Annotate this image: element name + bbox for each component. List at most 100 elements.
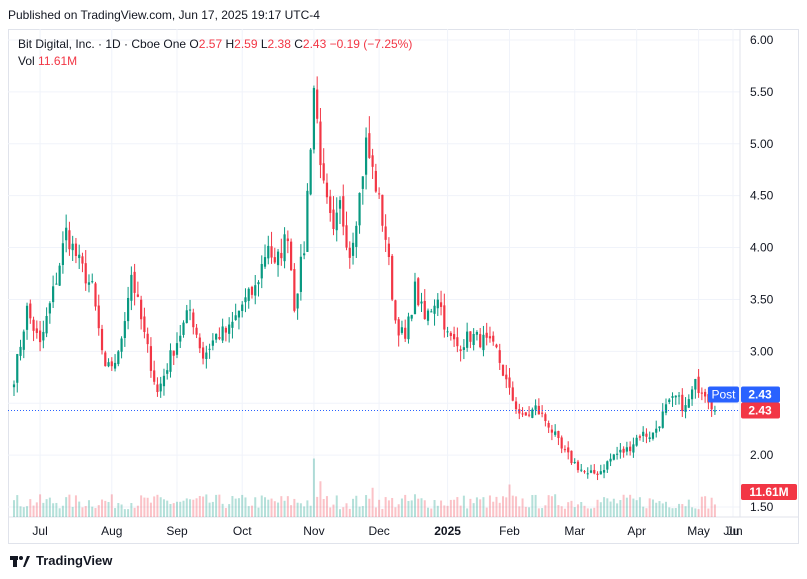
candle-body [475,331,479,335]
price-chart[interactable]: 6.005.505.004.504.003.503.002.502.001.50… [8,29,799,544]
volume-bar [583,505,586,517]
candle-body [469,331,472,342]
volume-bar [427,507,430,517]
symbol-name[interactable]: Bit Digital, Inc. · 1D · Cboe One [18,37,187,51]
candle-body [616,453,619,455]
candle-body [622,448,625,453]
volume-bar [456,497,459,517]
volume-bar [632,498,635,517]
candle-body [228,324,231,334]
candle-body [234,315,237,320]
candle-body [606,461,609,470]
volume-bar [179,501,182,517]
candle-body [84,263,87,284]
volume-bar [267,499,270,517]
candle-body [250,286,254,295]
volume-bar [244,497,247,517]
candle-body [153,370,156,382]
volume-bar [277,502,280,517]
candle-body [629,446,632,452]
candle-body [322,163,325,181]
candle-body [446,331,449,333]
candle-body [211,340,214,346]
volume-bar [394,507,397,517]
low-value: 2.38 [267,37,291,51]
volume-bar [462,495,465,517]
candle-body [273,257,276,263]
volume-tag-label: 11.61M [749,485,788,499]
candle-body [159,383,162,392]
candle-body [645,433,648,437]
volume-bar [52,503,55,517]
candle-body [583,471,586,473]
candle-body [404,327,407,339]
volume-bar [378,499,381,517]
candle-body [567,447,570,453]
candle-body [338,200,342,209]
candle-body [100,328,104,351]
candle-body [257,282,260,285]
candle-body [74,243,78,256]
volume-bar [332,504,335,517]
candle-body [38,330,42,343]
volume-bar [146,497,149,517]
x-tick-label: Jun [723,524,742,538]
tradingview-footer[interactable]: TradingView [10,553,112,568]
volume-bar [87,500,90,517]
volume-bar [563,508,566,517]
volume-bar [303,506,306,517]
volume-bar [635,500,638,517]
volume-bar [91,506,94,517]
volume-bar [133,507,136,517]
volume-bar [45,499,48,517]
volume-bar [286,496,289,517]
candle-body [661,411,664,428]
volume-bar [241,494,244,517]
candle-body [120,338,123,352]
tradingview-logo-icon [10,555,30,567]
candle-body [348,247,351,258]
volume-bar [296,502,299,517]
candle-body [456,337,459,347]
candle-body [156,384,159,393]
y-tick-label: 3.50 [750,292,774,306]
candle-body [45,315,48,334]
volume-bar [629,494,632,517]
candle-body [12,384,16,388]
candle-body [25,305,29,330]
candle-body [91,281,94,283]
chart-frame [8,29,799,544]
volume-bar [655,502,658,517]
volume-bar [710,497,713,517]
candle-body [136,294,139,297]
volume-bar [39,494,42,517]
volume-bar [704,496,707,517]
volume-bar [430,508,433,517]
candle-body [182,322,185,335]
volume-bar [616,503,619,517]
volume-bar [590,508,593,517]
candle-body [198,337,201,349]
candle-body [459,349,462,352]
candle-body [635,437,638,446]
volume-bar [521,498,524,517]
candle-body [127,297,130,322]
candle-body [391,255,394,300]
volume-bar [541,508,544,517]
volume-bar [176,501,178,517]
volume-bar [606,498,609,517]
volume-bar [642,506,645,517]
candle-body [283,234,286,262]
candle-body [547,422,550,428]
volume-bar [202,496,205,517]
candle-body [586,473,589,475]
candle-body [397,319,400,336]
volume-bar [404,494,407,517]
candle-body [537,405,540,415]
x-tick-label: Sep [166,524,188,538]
candle-body [22,331,25,350]
candle-body [254,285,257,296]
candle-body [677,395,681,397]
volume-bar [306,500,309,517]
x-tick-label: May [687,524,710,538]
